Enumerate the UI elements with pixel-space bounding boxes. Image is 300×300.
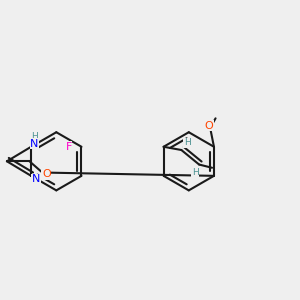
Text: H: H	[192, 168, 199, 177]
Text: F: F	[65, 142, 72, 152]
Text: H: H	[184, 138, 190, 147]
Text: N: N	[32, 174, 40, 184]
Text: H: H	[31, 132, 38, 141]
Text: O: O	[205, 121, 214, 131]
Text: N: N	[30, 139, 38, 148]
Text: O: O	[42, 169, 51, 179]
